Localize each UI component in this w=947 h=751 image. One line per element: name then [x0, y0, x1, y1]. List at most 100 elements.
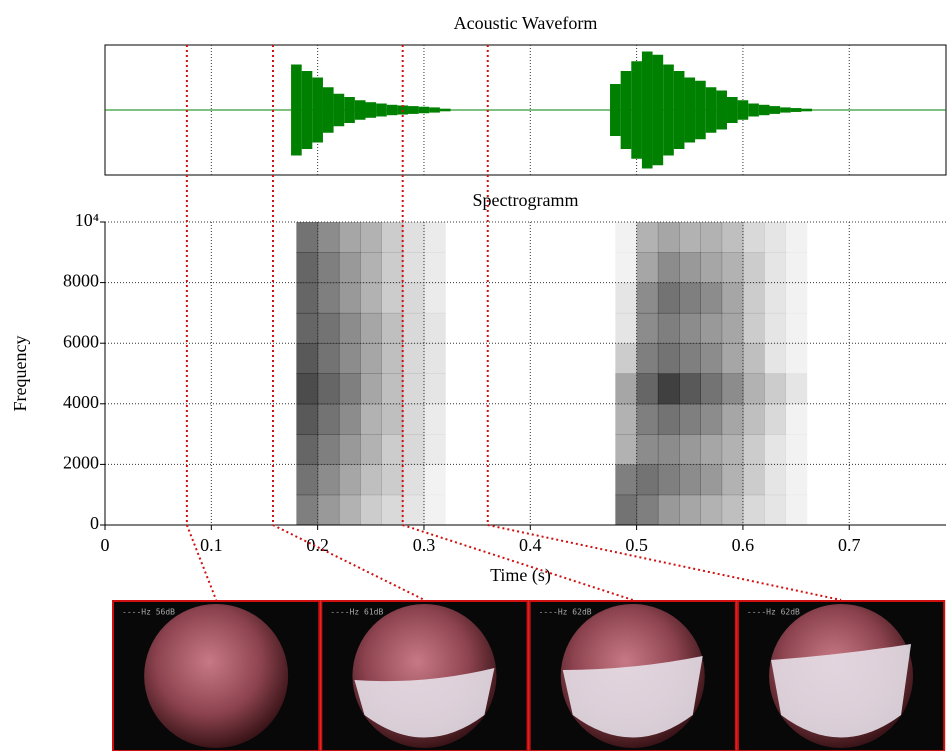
spectral-cell	[423, 434, 446, 465]
amplitude	[610, 84, 621, 136]
panel-title: Spectrogramm	[473, 190, 579, 210]
spectral-cell	[679, 403, 701, 435]
spectral-cell	[679, 494, 701, 526]
spectral-cell	[764, 434, 786, 465]
spectral-cell	[360, 252, 382, 284]
spectral-cell	[381, 403, 404, 435]
amplitude	[695, 80, 706, 140]
spectral-cell	[381, 252, 404, 284]
spectral-cell	[296, 494, 319, 526]
spectral-cell	[615, 464, 638, 496]
spectral-cell	[636, 403, 659, 435]
spectral-cell	[338, 282, 361, 314]
spectral-cell	[615, 312, 638, 344]
spectral-cell	[785, 222, 808, 253]
spectral-cell	[679, 434, 701, 465]
spectral-cell	[296, 312, 319, 344]
spectrogram-panel: 0 0.1 0.2 0.3 0.4 0.5 0.6 0.7 0 2000 4000 6000 8000 1…	[10, 190, 946, 586]
spectral-cell	[679, 464, 701, 496]
spectral-cell	[700, 222, 723, 253]
spectral-cell	[338, 222, 361, 253]
spectral-cell	[381, 373, 404, 405]
spectral-cell	[317, 343, 340, 374]
spectral-cell	[402, 312, 425, 344]
spectral-cell	[721, 222, 744, 253]
amplitude	[790, 108, 802, 112]
spectral-cell	[317, 494, 340, 526]
spectral-cell	[381, 464, 404, 496]
spectral-cell	[764, 222, 786, 253]
spectral-cell	[785, 464, 808, 496]
amplitude	[684, 77, 696, 143]
amplitude	[801, 108, 813, 112]
glare	[771, 644, 912, 738]
spectral-cell	[360, 494, 382, 526]
spectral-cell	[615, 403, 638, 435]
spectral-cell	[423, 373, 446, 405]
spectral-cell	[700, 252, 723, 284]
spectral-cell	[402, 222, 425, 253]
amplitude	[726, 97, 738, 123]
amplitude	[418, 106, 430, 114]
spectral-cell	[296, 252, 319, 284]
spectral-cell	[615, 252, 638, 284]
spectral-cell	[317, 222, 340, 253]
amplitude	[673, 71, 685, 149]
spectral-cell	[700, 403, 723, 435]
amplitude	[780, 107, 791, 113]
spectral-cell	[423, 343, 446, 374]
spectral-cell	[679, 343, 701, 374]
amplitude	[333, 93, 345, 127]
spectral-cell	[764, 494, 786, 526]
spectral-cell	[317, 373, 340, 405]
spectral-cell	[785, 403, 808, 435]
spectral-cell	[785, 494, 808, 526]
spectral-cell	[679, 222, 701, 253]
amplitude	[641, 51, 653, 169]
spectral-cell	[615, 494, 638, 526]
spectral-cell	[742, 312, 765, 344]
spectral-cell	[657, 282, 680, 314]
spectral-cell	[615, 434, 638, 465]
spectral-cell	[615, 343, 638, 374]
spectral-cell	[679, 282, 701, 314]
amplitude	[663, 64, 674, 156]
spectral-cell	[742, 282, 765, 314]
amplitude	[758, 104, 770, 116]
spectral-cell	[423, 252, 446, 284]
spectral-cell	[657, 434, 680, 465]
amplitude	[769, 106, 781, 114]
x-tick-label: 0.3	[413, 535, 436, 555]
spectral-cell	[423, 282, 446, 314]
amplitude	[652, 54, 664, 166]
image-caption: ----Hz 56dB	[122, 608, 175, 617]
image-caption: ----Hz 62dB	[747, 608, 800, 617]
y-tick-label: 2000	[63, 453, 99, 473]
spectral-cell	[764, 464, 786, 496]
amplitude	[322, 87, 334, 133]
spectral-cell	[742, 252, 765, 284]
marker-link	[272, 524, 425, 601]
spectral-cell	[785, 252, 808, 284]
marker-link	[487, 524, 842, 601]
spectral-cell	[423, 464, 446, 496]
spectral-cell	[721, 434, 744, 465]
spectral-cell	[657, 343, 680, 374]
y-tick-label: 4000	[63, 392, 99, 412]
spectral-cell	[764, 252, 786, 284]
spectral-cell	[296, 222, 319, 253]
spectral-cell	[317, 312, 340, 344]
spectral-cell	[402, 464, 425, 496]
spectral-cell	[423, 312, 446, 344]
spectral-cell	[296, 464, 319, 496]
spectral-cell	[636, 312, 659, 344]
spectral-cell	[721, 494, 744, 526]
image-caption: ----Hz 62dB	[539, 608, 592, 617]
spectral-cell	[338, 373, 361, 405]
spectral-cell	[679, 373, 701, 405]
spectral-cell	[700, 464, 723, 496]
x-tick-label: 0.6	[732, 535, 755, 555]
spectral-cell	[360, 312, 382, 344]
spectral-cell	[615, 282, 638, 314]
spectral-cell	[636, 282, 659, 314]
